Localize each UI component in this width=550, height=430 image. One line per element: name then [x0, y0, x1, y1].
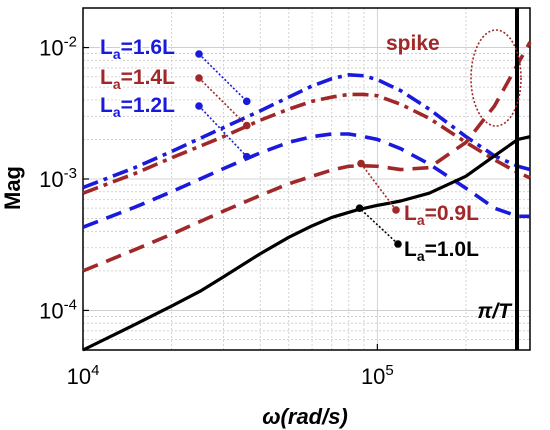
annotation-point-dot: [355, 204, 364, 212]
series-line: [82, 92, 531, 195]
vertical-marker: π/T: [477, 8, 519, 350]
y-tick-label: 10-3: [39, 165, 77, 192]
annotation-anchor-dot: [195, 74, 203, 82]
annotation-anchor-dot: [394, 240, 402, 248]
x-tick-label: 105: [361, 362, 394, 389]
y-axis-label: Mag: [0, 166, 25, 210]
annotation-point-dot: [242, 97, 251, 106]
annotation-leader: [198, 77, 248, 127]
annotation-leader: [198, 53, 248, 102]
x-tick-label: 104: [67, 362, 100, 389]
series-line: [82, 73, 531, 190]
tick-labels: 104 105 10-4 10-3 10-2: [39, 34, 394, 389]
x-axis-label: ω(rad/s): [262, 404, 348, 429]
annotation-label: La=1.6L: [100, 36, 175, 62]
series-line: [82, 135, 531, 352]
series-line: [82, 132, 530, 229]
pi-over-t-label: π/T: [477, 300, 513, 323]
series-line: [82, 41, 532, 273]
annotation-anchor-dot: [392, 206, 400, 214]
spike-ellipse: [470, 29, 522, 127]
y-tick-label: 10-2: [39, 34, 77, 61]
annotation-label: La=1.0L: [404, 238, 479, 264]
annotation-anchor-dot: [195, 102, 203, 110]
series-group: [82, 41, 532, 352]
annotation-leader: [360, 163, 397, 211]
grid: [82, 7, 530, 351]
annotation-point-dot: [357, 159, 365, 168]
annotation-point-dot: [242, 121, 251, 130]
annotation-leader: [359, 207, 399, 245]
annotation-leader: [198, 105, 248, 158]
annotation-label: La=0.9L: [404, 202, 479, 228]
annotation-anchor-dot: [195, 50, 203, 58]
annotation-point-dot: [242, 152, 251, 161]
annotation-label: La=1.2L: [100, 94, 175, 120]
spike-label: spike: [386, 32, 440, 55]
y-tick-label: 10-4: [39, 296, 77, 323]
annotation-label: La=1.4L: [100, 66, 175, 92]
